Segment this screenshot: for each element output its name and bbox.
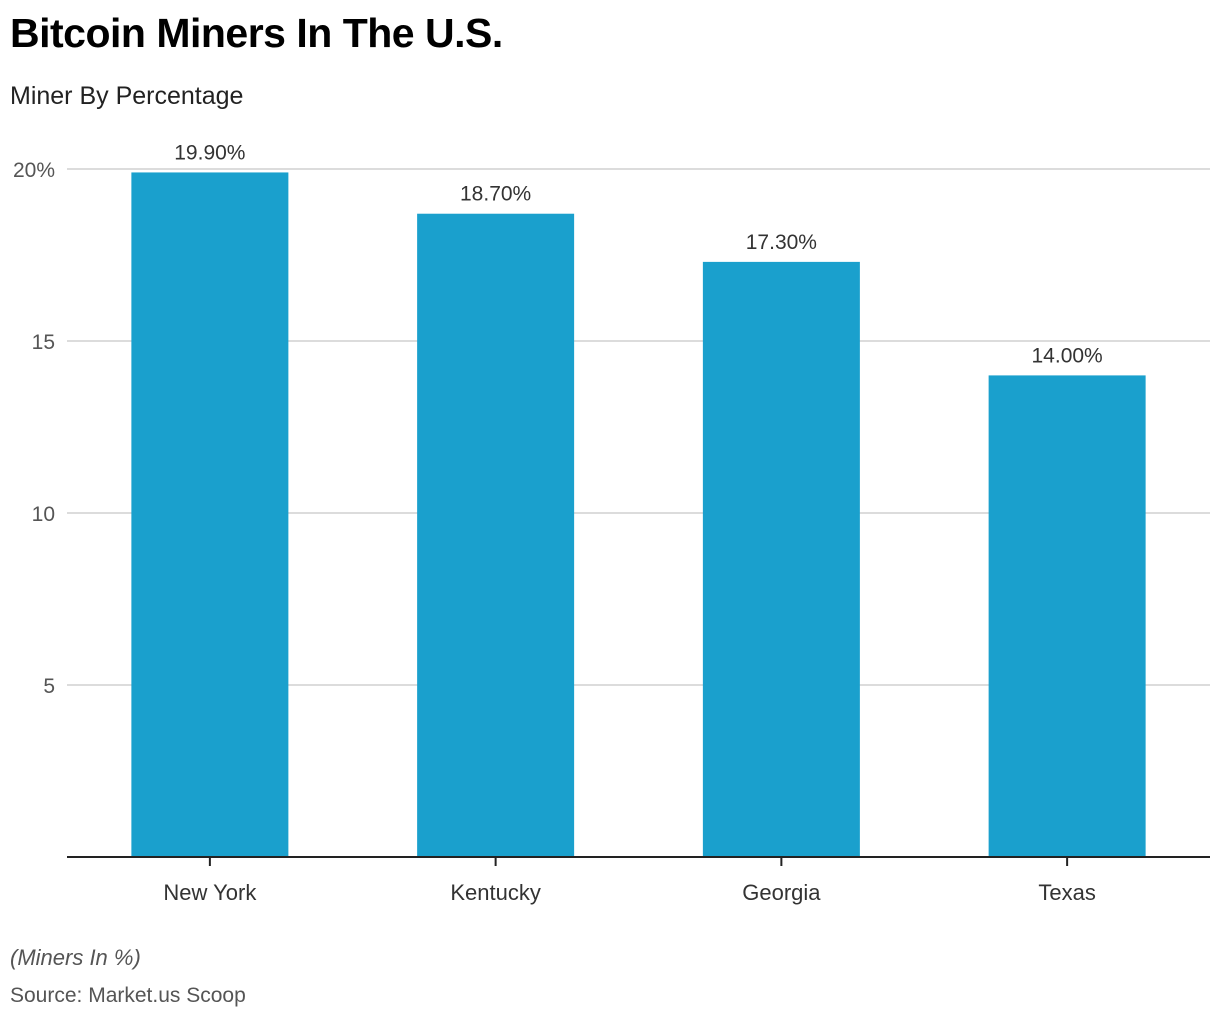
- data-label: 19.90%: [174, 141, 245, 164]
- x-tick-label: Texas: [1038, 880, 1095, 905]
- bar-new-york: [131, 172, 289, 857]
- y-tick-label: 15: [32, 331, 55, 354]
- y-tick-label: 10: [32, 503, 55, 526]
- y-tick-label: 20%: [13, 159, 55, 182]
- data-label: 14.00%: [1032, 344, 1103, 367]
- chart-source: Source: Market.us Scoop: [10, 984, 246, 1007]
- bar-texas: [988, 375, 1146, 857]
- bar-georgia: [702, 261, 860, 857]
- x-tick-label: Kentucky: [450, 880, 541, 905]
- bar-kentucky: [417, 213, 575, 858]
- x-tick-label: New York: [163, 880, 257, 905]
- chart-note: (Miners In %): [10, 945, 141, 970]
- data-label: 18.70%: [460, 183, 531, 206]
- chart-title: Bitcoin Miners In The U.S.: [10, 10, 503, 56]
- y-tick-label: 5: [43, 675, 55, 698]
- chart-subtitle: Miner By Percentage: [10, 82, 244, 110]
- x-tick-label: Georgia: [742, 880, 821, 905]
- data-label: 17.30%: [746, 231, 817, 254]
